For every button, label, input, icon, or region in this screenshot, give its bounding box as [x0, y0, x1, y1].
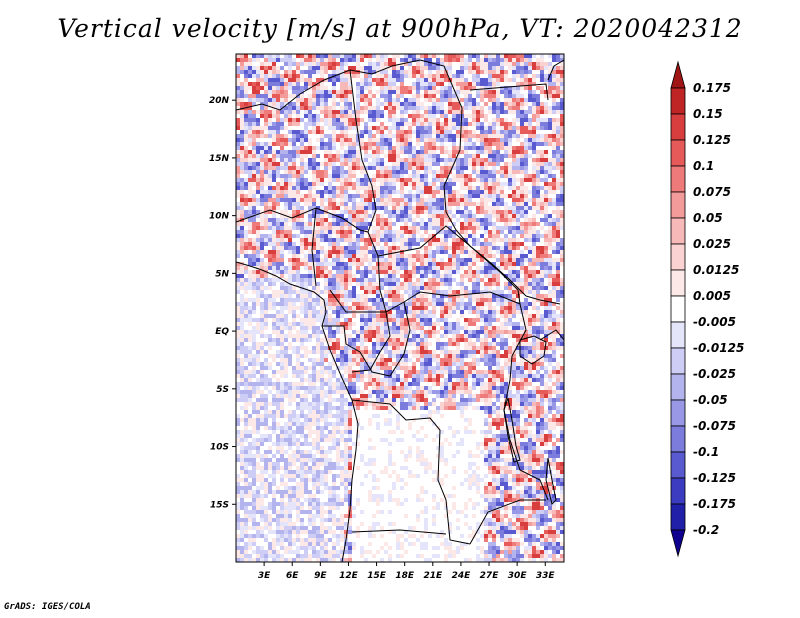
- colorbar-swatch: [670, 165, 686, 193]
- y-tick-label: 15S: [210, 500, 229, 510]
- colorbar-label: 0.005: [693, 289, 731, 303]
- colorbar-swatch: [670, 425, 686, 453]
- x-tick-label: 18E: [395, 571, 415, 581]
- y-tick-label: EQ: [215, 327, 229, 337]
- y-tick-label: 5N: [215, 269, 229, 279]
- country-boundaries: [236, 59, 564, 562]
- border-niger-chad: [349, 69, 387, 313]
- colorbar-label: 0.175: [693, 81, 731, 95]
- colorbar-swatch: [670, 269, 686, 297]
- x-tick-label: 21E: [423, 571, 443, 581]
- colorbar-swatch: [670, 217, 686, 245]
- colorbar-label: 0.05: [693, 211, 723, 225]
- x-tick-label: 30E: [508, 571, 528, 581]
- x-tick-label: 3E: [258, 571, 271, 581]
- border-car-south: [385, 291, 521, 313]
- colorbar-label: 0.15: [693, 107, 723, 121]
- x-tick-label: 12E: [339, 571, 359, 581]
- y-tick-label: 10N: [209, 212, 230, 222]
- vertical-velocity-field: [236, 54, 564, 562]
- colorbar-swatch: [670, 477, 686, 505]
- border-sudan-east: [469, 83, 549, 101]
- lake-malawi: [545, 457, 557, 505]
- border-east-africa: [525, 295, 564, 341]
- colorbar-swatch: [670, 503, 686, 531]
- lake-tanganyika: [503, 397, 521, 463]
- colorbar-swatch: [670, 139, 686, 167]
- x-tick-label: 27E: [480, 571, 500, 581]
- colorbar-label: -0.0125: [693, 341, 744, 355]
- colorbar-label: -0.005: [693, 315, 736, 329]
- colorbar-swatch: [670, 347, 686, 375]
- colorbar-swatch: [670, 295, 686, 323]
- border-cameroon: [329, 289, 391, 373]
- colorbar-swatch: [670, 321, 686, 349]
- x-tick-label: 15E: [367, 571, 387, 581]
- border-angola-zambia: [351, 499, 546, 545]
- colorbar-swatch: [670, 87, 686, 115]
- y-tick-label: 15N: [209, 154, 230, 164]
- border-nigeria: [236, 207, 369, 287]
- colorbar-swatch: [670, 191, 686, 219]
- colorbar-label: -0.2: [693, 523, 719, 537]
- lake-victoria: [519, 335, 547, 365]
- colorbar-swatch: [670, 113, 686, 141]
- colorbar-label: 0.125: [693, 133, 731, 147]
- colorbar-label: -0.025: [693, 367, 736, 381]
- coastline-east: [547, 59, 564, 81]
- y-tick-label: 20N: [209, 96, 230, 106]
- x-tick-label: 9E: [314, 571, 327, 581]
- colorbar-label: -0.175: [693, 497, 736, 511]
- chart-title: Vertical velocity [m/s] at 900hPa, VT: 2…: [57, 14, 743, 43]
- x-tick-label: 6E: [286, 571, 299, 581]
- colorbar-label: -0.125: [693, 471, 736, 485]
- colorbar-label: -0.1: [693, 445, 719, 459]
- colorbar-label: 0.075: [693, 185, 731, 199]
- y-tick-label: 5S: [216, 385, 229, 395]
- x-tick-label: 33E: [536, 571, 556, 581]
- colorbar-swatch: [670, 451, 686, 479]
- colorbar-label: -0.05: [693, 393, 728, 407]
- colorbar-swatch: [670, 243, 686, 271]
- y-tick-label: 10S: [210, 443, 229, 453]
- x-tick-label: 24E: [452, 571, 472, 581]
- border-chad-sudan: [443, 107, 527, 297]
- colorbar-label: -0.075: [693, 419, 736, 433]
- colorbar-swatch: [670, 373, 686, 401]
- border-gabon-congo: [322, 301, 411, 377]
- border-drc-west: [351, 399, 471, 545]
- colorbar-swatch: [670, 529, 686, 558]
- axes: 3E 6E 9E 12E 15E 18E 21E 24E 27E 30E 33E 20N 15N 10N 5…: [209, 96, 556, 581]
- colorbar: 0.175 0.15 0.125 0.1 0.075 0.05 0.025 0.0125 0.0…: [670, 60, 744, 558]
- colorbar-swatch: [670, 60, 686, 89]
- colorbar-label: 0.025: [693, 237, 731, 251]
- border-car: [377, 225, 521, 305]
- grads-credit: GrADS: IGES/COLA: [4, 602, 91, 612]
- colorbar-label: 0.0125: [693, 263, 739, 277]
- map-frame: [235, 53, 565, 563]
- colorbar-label: 0.1: [693, 159, 714, 173]
- colorbar-swatch: [670, 399, 686, 427]
